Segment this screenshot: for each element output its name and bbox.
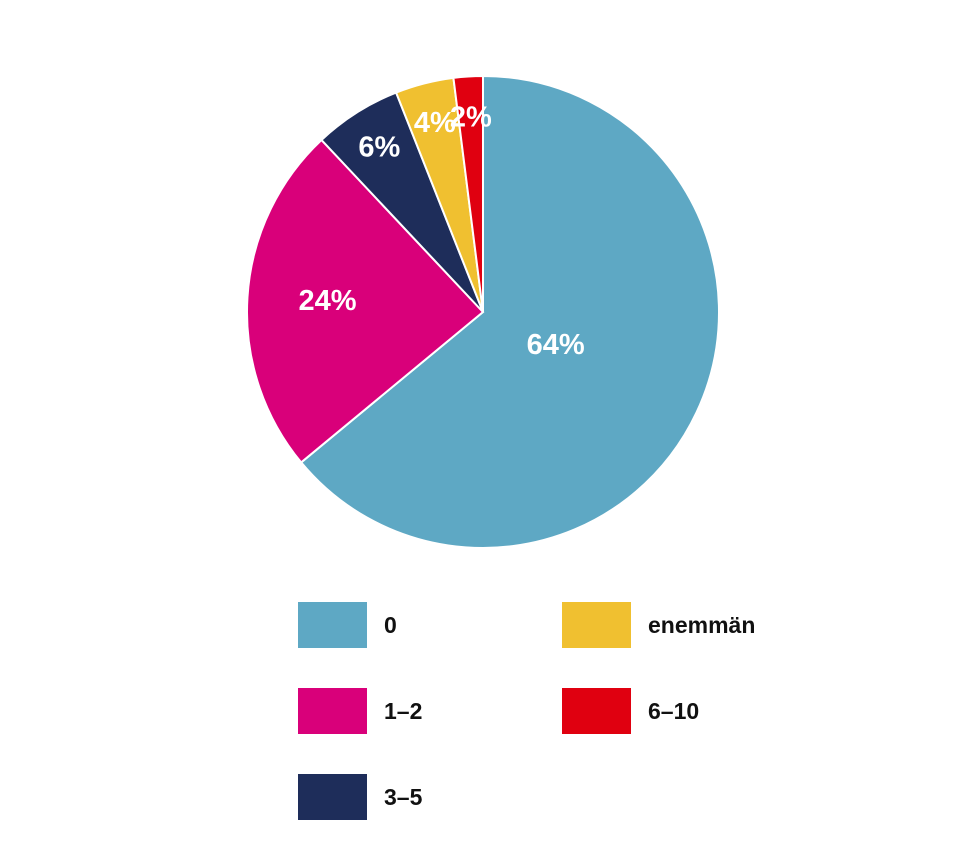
legend-label: 6–10 (648, 698, 699, 724)
legend-label: enemmän (648, 612, 755, 638)
value-label: 2% (450, 102, 492, 134)
legend-label: 3–5 (384, 784, 423, 810)
pie-slice (452, 74, 484, 313)
value-label: 6% (358, 131, 400, 163)
value-label: 4% (414, 107, 456, 139)
legend-swatch (298, 688, 367, 734)
legend-label: 0 (384, 612, 397, 638)
legend-swatch (562, 688, 631, 734)
legend-swatch (298, 602, 367, 648)
value-label: 24% (299, 285, 357, 317)
legend-swatch (562, 602, 631, 648)
value-label: 64% (527, 329, 585, 361)
legend-swatch (298, 774, 367, 820)
pie-slice (299, 74, 720, 549)
legend-label: 1–2 (384, 698, 422, 724)
pie-slice (246, 138, 485, 464)
